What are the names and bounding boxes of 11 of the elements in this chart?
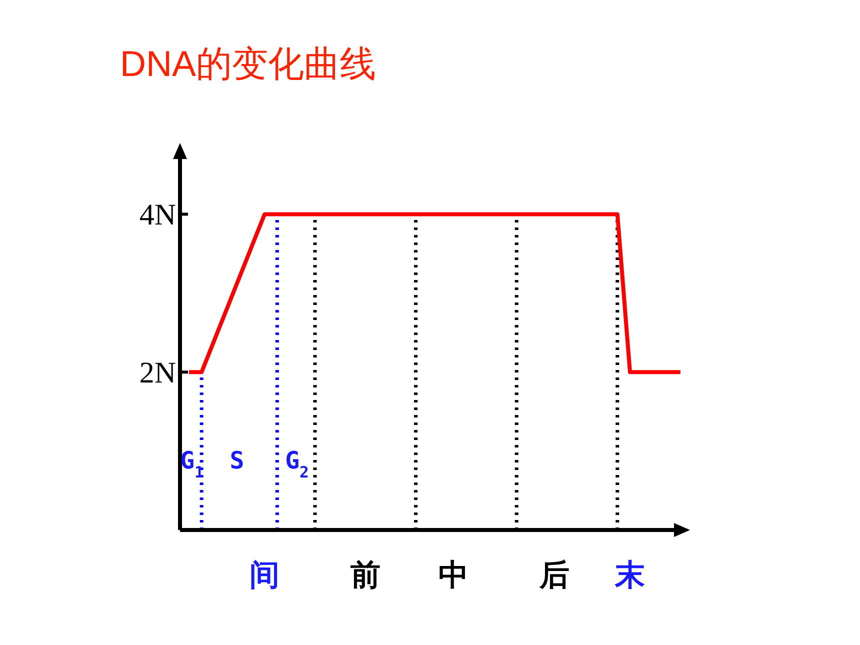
x-tick-label: 后 [538,558,570,593]
x-tick-label: 中 [438,558,469,593]
y-tick-label: 2N [139,356,176,390]
annotation: G$_{2}$ [285,446,309,482]
x-tick-label: 末 [614,558,645,593]
x-tick-label: 前 [350,558,380,593]
annotation: S [230,446,244,474]
chart-title: DNA的变化曲线 [120,43,376,84]
x-tick-label: 间 [250,558,280,593]
y-tick-label: 4N [139,198,176,232]
line-series [187,212,682,374]
